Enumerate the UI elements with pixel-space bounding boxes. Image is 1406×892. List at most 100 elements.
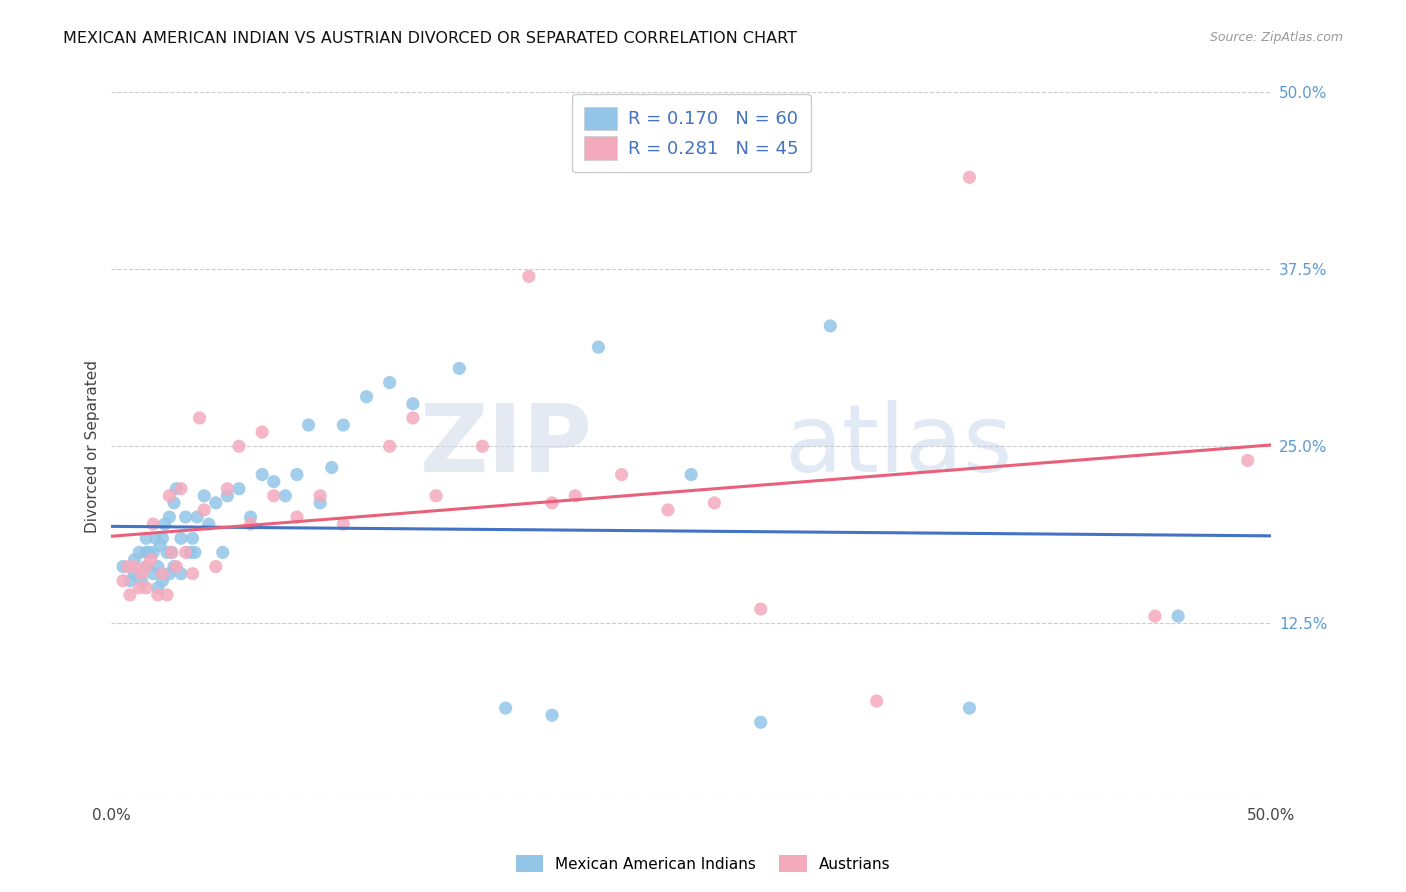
Point [145,531,167,545]
Point [217,482,239,496]
Point [157,489,180,503]
Point [541,708,564,723]
Point [681,467,703,482]
Point [135,559,157,574]
Point [541,496,564,510]
Point [170,482,193,496]
Point [142,566,165,581]
Point [657,503,679,517]
Point [610,467,633,482]
Point [111,559,134,574]
Point [263,475,285,489]
Point [297,417,319,432]
Point [866,694,889,708]
Point [274,489,297,503]
Point [309,489,332,503]
Point [193,503,215,517]
Point [142,545,165,559]
Point [138,545,160,559]
Point [425,489,447,503]
Point [152,566,174,581]
Point [204,496,226,510]
Point [135,559,157,574]
Point [131,566,153,581]
Point [181,531,204,545]
Point [820,318,842,333]
Point [163,559,186,574]
Point [146,581,169,595]
Point [957,170,980,185]
Point [263,489,285,503]
Point [128,545,150,559]
Point [135,531,157,545]
Point [124,559,146,574]
Point [160,545,183,559]
Point [1143,609,1166,624]
Point [356,390,378,404]
Point [957,701,980,715]
Point [193,489,215,503]
Point [378,376,401,390]
Point [149,538,172,552]
Point [402,397,425,411]
Text: ZIP: ZIP [420,401,592,492]
Point [142,517,165,532]
Point [157,566,180,581]
Text: atlas: atlas [785,401,1012,492]
Point [309,496,332,510]
Point [111,574,134,588]
Point [1167,609,1189,624]
Point [163,496,186,510]
Point [188,411,211,425]
Point [517,269,540,284]
Point [165,482,187,496]
Point [186,510,208,524]
Legend: Mexican American Indians, Austrians: Mexican American Indians, Austrians [508,847,898,880]
Point [128,581,150,595]
Point [124,566,146,581]
Text: MEXICAN AMERICAN INDIAN VS AUSTRIAN DIVORCED OR SEPARATED CORRELATION CHART: MEXICAN AMERICAN INDIAN VS AUSTRIAN DIVO… [63,31,797,46]
Point [1236,453,1258,467]
Point [174,545,197,559]
Point [170,566,193,581]
Point [378,439,401,453]
Point [749,715,772,730]
Point [228,482,250,496]
Point [402,411,425,425]
Y-axis label: Divorced or Separated: Divorced or Separated [86,359,100,533]
Point [588,340,610,354]
Point [156,588,179,602]
Point [157,510,180,524]
Point [228,439,250,453]
Point [749,602,772,616]
Point [217,489,239,503]
Point [124,552,146,566]
Point [703,496,725,510]
Point [153,517,176,532]
Point [198,517,221,532]
Point [135,545,157,559]
Point [118,574,141,588]
Point [211,545,233,559]
Point [449,361,471,376]
Point [135,581,157,595]
Point [131,574,153,588]
Point [146,559,169,574]
Point [495,701,517,715]
Point [184,545,207,559]
Point [165,559,187,574]
Point [181,566,204,581]
Legend: R = 0.170   N = 60, R = 0.281   N = 45: R = 0.170 N = 60, R = 0.281 N = 45 [572,95,811,172]
Point [332,417,354,432]
Point [332,517,354,532]
Point [239,510,262,524]
Point [471,439,494,453]
Point [250,467,273,482]
Point [160,545,183,559]
Point [139,552,162,566]
Point [285,467,308,482]
Text: Source: ZipAtlas.com: Source: ZipAtlas.com [1209,31,1343,45]
Point [152,574,174,588]
Point [117,559,139,574]
Point [564,489,586,503]
